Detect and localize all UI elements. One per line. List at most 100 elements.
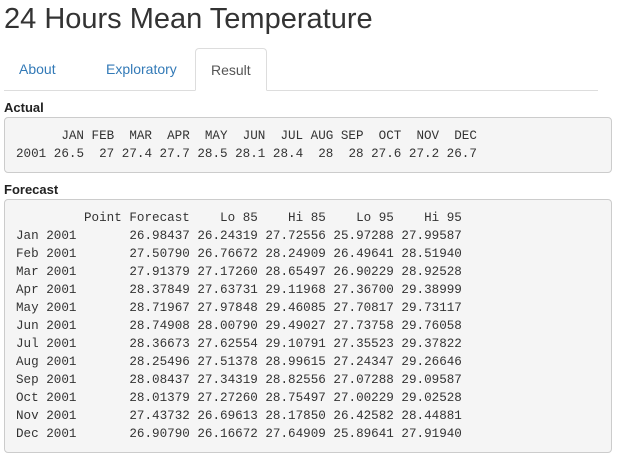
cell: 26.42582	[333, 409, 394, 423]
column-header: JUL	[280, 129, 304, 143]
column-header: NOV	[416, 129, 440, 143]
column-header: JUN	[242, 129, 266, 143]
cell: 28.08437	[129, 373, 190, 387]
tab[interactable]: Exploratory	[106, 61, 177, 77]
cell: 29.11968	[265, 283, 326, 297]
column-header: Lo 95	[356, 211, 394, 225]
cell: 25.89641	[333, 427, 394, 441]
cell: 27.4	[121, 147, 152, 161]
row-label: Mar 2001	[16, 265, 77, 279]
cell: 27.27260	[197, 391, 258, 405]
row-label: Jan 2001	[16, 229, 77, 243]
column-header: Point Forecast	[84, 211, 190, 225]
column-header: OCT	[378, 129, 402, 143]
cell: 27.91379	[129, 265, 190, 279]
cell: 27.51378	[197, 355, 258, 369]
page-title: 24 Hours Mean Temperature	[4, 3, 373, 35]
data-row: Oct 2001 28.01379 27.27260 28.75497 27.00229…	[16, 389, 600, 407]
cell: 27.73758	[333, 319, 394, 333]
cell: 29.09587	[401, 373, 462, 387]
cell: 28.44881	[401, 409, 462, 423]
tab[interactable]: Result	[195, 48, 267, 91]
cell: 29.26646	[401, 355, 462, 369]
cell: 25.97288	[333, 229, 394, 243]
cell: 29.49027	[265, 319, 326, 333]
data-row: Jan 2001 26.98437 26.24319 27.72556 25.97288…	[16, 227, 600, 245]
cell: 27.99587	[401, 229, 462, 243]
data-row: Sep 2001 28.08437 27.34319 28.82556 27.07288…	[16, 371, 600, 389]
output-box: Point Forecast Lo 85 Hi 85 Lo 95 Hi 95 Jan 20…	[4, 199, 612, 453]
tab[interactable]: About	[19, 61, 56, 77]
cell: 27.70817	[333, 301, 394, 315]
cell: 27.36700	[333, 283, 394, 297]
column-header: APR	[167, 129, 190, 143]
cell: 28.75497	[265, 391, 326, 405]
data-row: Jun 2001 28.74908 28.00790 29.49027 27.73758…	[16, 317, 600, 335]
data-row: Nov 2001 27.43732 26.69613 28.17850 26.42582…	[16, 407, 600, 425]
cell: 28.00790	[197, 319, 258, 333]
cell: 27.2	[408, 147, 440, 161]
row-label: Dec 2001	[16, 427, 77, 441]
cell: 27.35523	[333, 337, 394, 351]
cell: 27.34319	[197, 373, 258, 387]
cell: 28.71967	[129, 301, 190, 315]
data-row: Mar 2001 27.91379 27.17260 28.65497 26.90229…	[16, 263, 600, 281]
cell: 27.50790	[129, 247, 190, 261]
cell: 28.4	[272, 147, 304, 161]
row-label: Apr 2001	[16, 283, 77, 297]
row-label: 2001	[16, 147, 47, 161]
cell: 26.90790	[129, 427, 190, 441]
cell: 28.5	[197, 147, 228, 161]
column-header: SEP	[340, 129, 364, 143]
cell: 27.91940	[401, 427, 462, 441]
cell: 27.17260	[197, 265, 258, 279]
row-label: Jul 2001	[16, 337, 77, 351]
cell: 27.72556	[265, 229, 326, 243]
cell: 28.17850	[265, 409, 326, 423]
cell: 28.24909	[265, 247, 326, 261]
cell: 29.37822	[401, 337, 462, 351]
cell: 28.01379	[129, 391, 190, 405]
cell: 28.25496	[129, 355, 190, 369]
cell: 27.97848	[197, 301, 258, 315]
header-row: Point Forecast Lo 85 Hi 85 Lo 95 Hi 95	[16, 209, 600, 227]
row-label: Jun 2001	[16, 319, 77, 333]
cell: 26.16672	[197, 427, 258, 441]
row-label: May 2001	[16, 301, 77, 315]
cell: 26.24319	[197, 229, 258, 243]
cell: 28.65497	[265, 265, 326, 279]
cell: 26.69613	[197, 409, 258, 423]
row-label: Feb 2001	[16, 247, 77, 261]
cell: 29.76058	[401, 319, 462, 333]
cell: 27	[99, 147, 115, 161]
row-label: Oct 2001	[16, 391, 77, 405]
cell: 26.90229	[333, 265, 394, 279]
cell: 26.5	[53, 147, 84, 161]
header-row: JAN FEB MAR APR MAY JUN JUL AUG SEP OCT NOV DEC	[16, 127, 600, 145]
cell: 27.63731	[197, 283, 258, 297]
cell: 27.43732	[129, 409, 190, 423]
cell: 28.36673	[129, 337, 190, 351]
row-label: Aug 2001	[16, 355, 77, 369]
row-label: Nov 2001	[16, 409, 77, 423]
cell: 29.38999	[401, 283, 462, 297]
column-header: AUG	[310, 129, 334, 143]
cell: 27.07288	[333, 373, 394, 387]
cell: 26.49641	[333, 247, 394, 261]
cell: 26.98437	[129, 229, 190, 243]
column-header: FEB	[91, 129, 115, 143]
cell: 27.62554	[197, 337, 258, 351]
cell: 27.7	[159, 147, 190, 161]
cell: 27.6	[371, 147, 402, 161]
cell: 29.10791	[265, 337, 326, 351]
cell: 28.82556	[265, 373, 326, 387]
cell: 28.1	[235, 147, 266, 161]
column-header: MAR	[129, 129, 152, 143]
cell: 27.24347	[333, 355, 394, 369]
column-header: Hi 95	[424, 211, 462, 225]
data-row: 2001 26.5 27 27.4 27.7 28.5 28.1 28.4 28 28 27.6 27…	[16, 145, 600, 163]
cell: 29.73117	[401, 301, 462, 315]
row-label: Sep 2001	[16, 373, 77, 387]
column-header: Hi 85	[288, 211, 326, 225]
